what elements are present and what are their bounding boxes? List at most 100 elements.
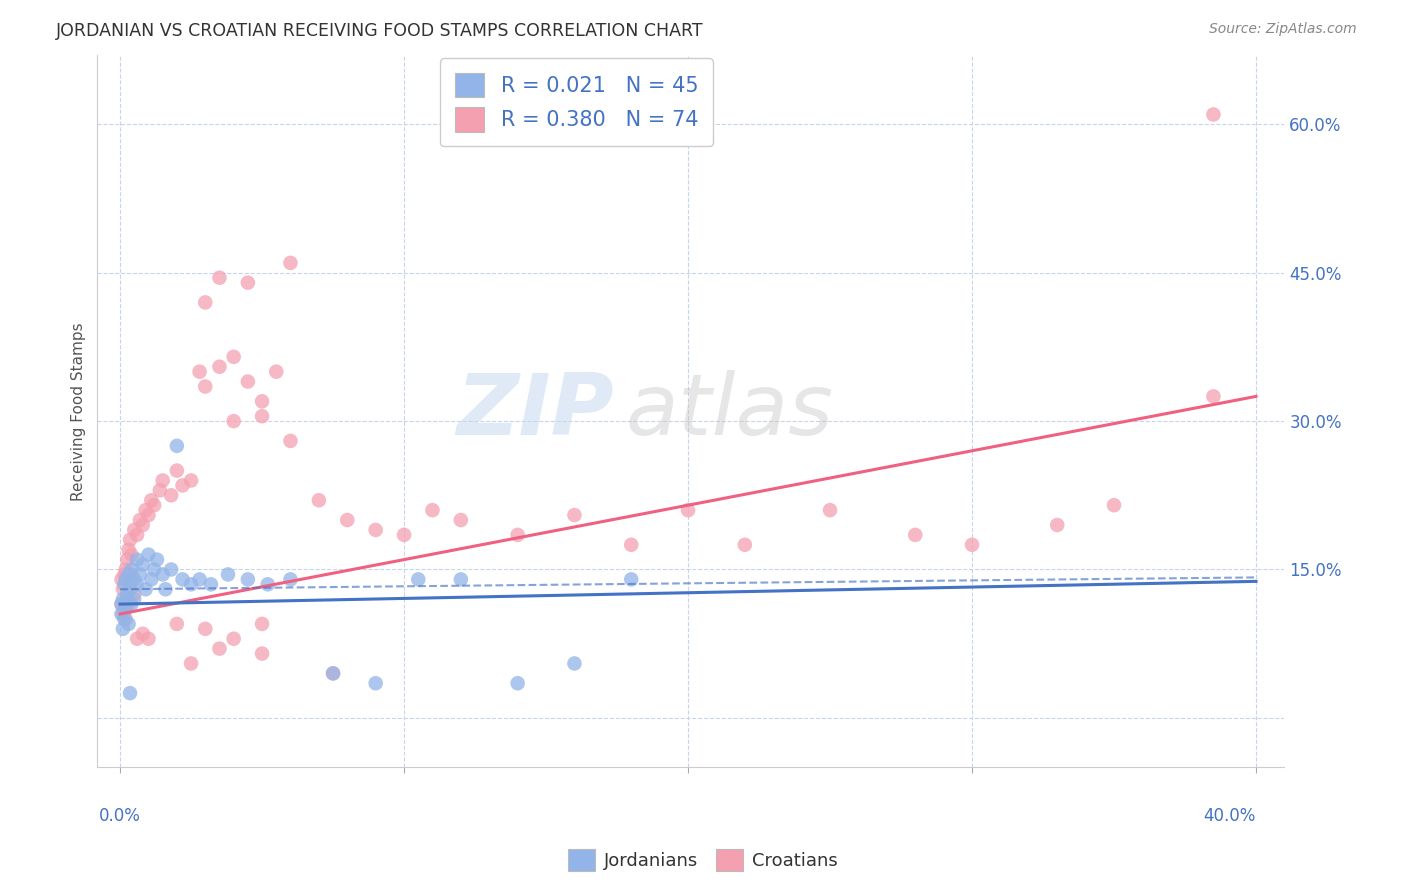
Point [118, 533, 141, 547]
Point [138, 632, 160, 646]
Point [264, 365, 287, 379]
Y-axis label: Receiving Food Stamps: Receiving Food Stamps [72, 322, 86, 500]
Legend: R = 0.021   N = 45, R = 0.380   N = 74: R = 0.021 N = 45, R = 0.380 N = 74 [440, 59, 713, 146]
Point [138, 508, 160, 522]
Point [117, 597, 139, 611]
Point [256, 577, 278, 591]
Point [194, 379, 217, 393]
Point [112, 612, 135, 626]
Point [620, 538, 643, 552]
Point [120, 562, 142, 576]
Legend: Jordanians, Croatians: Jordanians, Croatians [561, 842, 845, 879]
Point [450, 573, 472, 587]
Point [250, 394, 273, 409]
Text: ZIP: ZIP [456, 369, 614, 453]
Point [217, 567, 239, 582]
Point [129, 567, 152, 582]
Point [117, 616, 139, 631]
Text: 40.0%: 40.0% [1204, 807, 1256, 825]
Point [904, 528, 927, 542]
Point [280, 573, 302, 587]
Point [564, 508, 586, 522]
Point [280, 256, 302, 270]
Point [188, 573, 211, 587]
Point [115, 552, 138, 566]
Point [127, 528, 149, 542]
Point [208, 641, 231, 656]
Point [117, 542, 139, 557]
Point [960, 538, 983, 552]
Point [149, 483, 172, 498]
Point [166, 464, 188, 478]
Point [322, 666, 344, 681]
Point [236, 375, 259, 389]
Point [236, 573, 259, 587]
Point [336, 513, 359, 527]
Point [110, 607, 132, 621]
Point [132, 558, 155, 572]
Point [115, 592, 138, 607]
Point [120, 548, 142, 562]
Point [322, 666, 344, 681]
Point [111, 607, 134, 621]
Point [127, 552, 149, 566]
Point [734, 538, 756, 552]
Point [117, 567, 139, 582]
Point [506, 528, 529, 542]
Point [110, 597, 132, 611]
Point [676, 503, 699, 517]
Point [122, 523, 145, 537]
Point [364, 676, 387, 690]
Point [110, 573, 132, 587]
Point [1102, 498, 1125, 512]
Point [166, 439, 188, 453]
Point [114, 602, 136, 616]
Point [138, 548, 160, 562]
Point [111, 622, 134, 636]
Point [308, 493, 330, 508]
Point [122, 587, 145, 601]
Point [406, 573, 429, 587]
Point [141, 573, 163, 587]
Point [250, 409, 273, 424]
Point [112, 567, 135, 582]
Point [250, 616, 273, 631]
Point [620, 573, 643, 587]
Point [1046, 518, 1069, 533]
Point [112, 577, 135, 591]
Point [143, 562, 166, 576]
Point [114, 573, 136, 587]
Point [135, 503, 157, 517]
Point [1202, 107, 1225, 121]
Point [222, 350, 245, 364]
Point [152, 474, 174, 488]
Point [194, 622, 217, 636]
Point [222, 414, 245, 428]
Point [250, 647, 273, 661]
Text: Source: ZipAtlas.com: Source: ZipAtlas.com [1209, 22, 1357, 37]
Point [172, 573, 194, 587]
Point [135, 582, 157, 597]
Point [200, 577, 222, 591]
Point [180, 474, 202, 488]
Point [564, 657, 586, 671]
Point [222, 632, 245, 646]
Point [114, 612, 136, 626]
Point [143, 498, 166, 512]
Point [127, 632, 149, 646]
Point [188, 365, 211, 379]
Point [120, 597, 142, 611]
Point [141, 493, 163, 508]
Point [208, 270, 231, 285]
Point [280, 434, 302, 448]
Point [364, 523, 387, 537]
Point [111, 592, 134, 607]
Point [122, 592, 145, 607]
Point [110, 597, 132, 611]
Point [112, 602, 135, 616]
Point [115, 587, 138, 601]
Point [172, 478, 194, 492]
Point [166, 616, 188, 631]
Point [118, 582, 141, 597]
Point [450, 513, 472, 527]
